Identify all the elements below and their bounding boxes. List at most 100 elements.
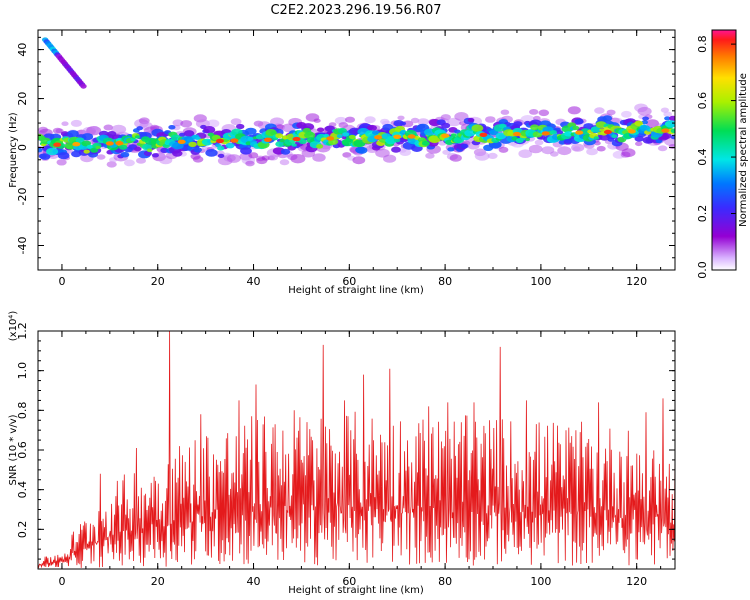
spectrogram-cell [217, 145, 225, 151]
spectrogram-cell [342, 132, 350, 137]
y-tick-label: 20 [16, 92, 29, 106]
spectrogram-cell [425, 152, 435, 159]
spectrogram-panel: 0 20 40 60 80 100 120 -40 -20 0 20 40 Height of str… [8, 29, 676, 296]
spectrogram-cell [55, 128, 64, 134]
spectrogram-cell [304, 131, 316, 139]
spectrogram-cell [529, 109, 539, 115]
spectrogram-cell [57, 152, 70, 160]
spectrogram-hotspot [441, 133, 450, 138]
spectrogram-hotspot [627, 129, 636, 134]
spectrogram-hotspot [541, 131, 550, 136]
spectrogram-cell [564, 131, 573, 137]
spectrogram-cell [471, 124, 484, 132]
spectrogram-cell [75, 137, 85, 143]
spectrogram-cell [364, 116, 376, 124]
spectrogram-cell [192, 156, 204, 163]
spectrogram-cell [90, 147, 99, 153]
spectrogram-ylabel: Frequency (Hz) [8, 112, 19, 188]
spectrogram-cell [290, 154, 306, 164]
x-tick-label: 80 [438, 275, 452, 288]
spectrogram-cell [454, 112, 469, 121]
spectrogram-marks [38, 37, 675, 168]
spectrogram-cell [634, 120, 643, 127]
x-tick-label: 60 [342, 575, 356, 588]
spectrogram-cell [312, 153, 326, 162]
spectrogram-hotspot [105, 141, 114, 146]
spectrogram-xlabel: Height of straight line (km) [288, 285, 424, 296]
x-tick-label: 120 [626, 275, 647, 288]
spectrogram-cell [464, 129, 476, 137]
spectrogram-cell [106, 161, 117, 168]
spectrogram-cell [81, 133, 94, 141]
x-tick-label: 20 [151, 575, 165, 588]
spectrogram-hotspot [407, 134, 416, 139]
spectrogram-hotspot [374, 135, 383, 140]
spectrogram-cell [451, 133, 457, 137]
spectrogram-cell [428, 135, 441, 143]
spectrogram-cell [556, 130, 564, 135]
spectrogram-cell [226, 154, 241, 163]
spectrogram-cell [635, 141, 643, 147]
spectrogram-cell [621, 148, 636, 158]
spectrogram-hotspot [575, 130, 584, 135]
spectrogram-cell [511, 136, 518, 141]
spectrogram-cell [180, 120, 193, 128]
spectrogram-cell [134, 135, 141, 139]
x-tick-label: 0 [58, 275, 65, 288]
spectrogram-cell [447, 147, 455, 152]
spectrogram-hotspot [479, 132, 488, 137]
spectrogram-cell [178, 132, 186, 137]
spectrogram-cell [400, 129, 407, 134]
spectrogram-hotspot [393, 134, 402, 139]
spectrogram-cell [240, 147, 252, 155]
spectrogram-cell [534, 139, 544, 146]
spectrogram-cell [143, 150, 152, 156]
spectrogram-cell [217, 153, 225, 158]
spectrogram-cell [225, 142, 235, 149]
x-tick-label: 120 [626, 575, 647, 588]
spectrogram-cell [669, 115, 675, 121]
spectrogram-cell [621, 110, 632, 118]
spectrogram-cell [183, 130, 195, 137]
spectrogram-cell [594, 107, 605, 114]
x-tick-label: 40 [247, 575, 261, 588]
y-tick-label: 0.4 [16, 481, 29, 499]
spectrogram-cell [574, 118, 584, 125]
spectrogram-cell [670, 128, 675, 134]
spectrogram-cell [397, 115, 405, 121]
spectrogram-cell [61, 121, 69, 126]
spectrogram-cell [421, 140, 430, 146]
spectrogram-cell [245, 127, 257, 135]
spectrogram-hotspot [53, 142, 62, 147]
spectrogram-hotspot [292, 136, 301, 142]
x-tick-label: 0 [58, 575, 65, 588]
spectrogram-cell [236, 123, 245, 130]
y-tick-label: -40 [16, 237, 29, 255]
colorbar-tick-label: 0.6 [696, 92, 709, 110]
spectrogram-hotspot [230, 138, 239, 143]
spectrogram-cell [611, 134, 618, 139]
spectrogram-cell [46, 147, 59, 156]
y-tick-label: 0.6 [16, 441, 29, 459]
spectrogram-hotspot [603, 129, 612, 135]
spectrogram-cell [399, 148, 412, 156]
spectrogram-cell [660, 107, 670, 113]
spectrogram-cell [602, 115, 613, 122]
spectrogram-cell [642, 116, 649, 121]
spectrogram-cell [634, 135, 644, 142]
colorbar: 0.0 0.2 0.4 0.6 0.8 Normalized spectral ampl… [696, 29, 749, 279]
spectrogram-cell [353, 139, 366, 148]
spectrogram-cell [348, 134, 356, 140]
spectrogram-cell [96, 154, 106, 160]
spectrogram-cell [372, 130, 380, 135]
spectrogram-cell [186, 138, 193, 143]
spectrogram-cell [83, 149, 90, 154]
spectrogram-cell [172, 150, 183, 157]
spectrogram-cell [279, 159, 290, 166]
spectrogram-cell [67, 130, 79, 138]
spectrogram-cell [345, 116, 355, 123]
spectrogram-cell [136, 157, 146, 164]
spectrogram-cell [567, 106, 581, 115]
spectrogram-cell [518, 149, 533, 158]
